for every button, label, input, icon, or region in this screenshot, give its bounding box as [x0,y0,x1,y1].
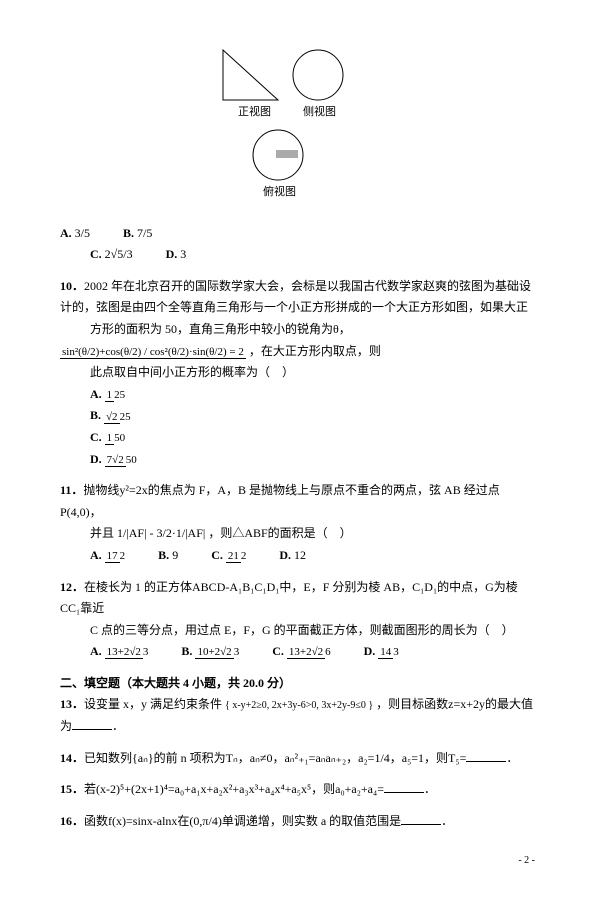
q14: 14．已知数列{aₙ}的前 n 项积为Tₙ，aₙ≠0，aₙ²₊₁=aₙaₙ₊₂，… [60,748,535,770]
q13: 13．设变量 x，y 满足约束条件 { x-y+2≥0, 2x+3y-6>0, … [60,694,535,737]
q10-formula: sin²(θ/2)+cos(θ/2) / cos²(θ/2)·sin(θ/2) … [60,346,246,358]
section2-heading: 二、填空题（本大题共 4 小题，共 20.0 分） [60,673,535,695]
q12-opt-d: D. 143 [364,641,399,663]
q10-text: 2002 年在北京召开的国际数学家大会，会标是以我国古代数学家赵爽的弦图为基础设… [60,279,531,315]
q12-opt-b: B. 10+2√23 [181,641,239,663]
q11-opt-c: C. 212 [211,545,246,567]
svg-text:正视图: 正视图 [238,104,271,118]
q11-text: 抛物线y²=2x的焦点为 F，A，B 是抛物线上与原点不重合的两点，弦 AB 经… [60,483,500,519]
q10-text2: 方形的面积为 50，直角三角形中较小的锐角为θ， [90,322,351,336]
q9-options: A. 3/5 B. 7/5 C. 2√5/3 D. 3 [60,223,535,266]
q9-opt-c: C. 2√5/3 [90,244,133,266]
q12-text2: C 点的三等分点，用过点 E，F，G 的平面截正方体，则截面图形的周长为（ ） [90,623,514,637]
q11-opt-b: B. 9 [158,545,178,567]
q10-opt-c: C. 150 [90,427,535,449]
q12-opt-c: C. 13+2√26 [272,641,330,663]
q12-opt-a: A. 13+2√23 [90,641,148,663]
q10-opt-a: A. 125 [90,384,535,406]
svg-text:俯视图: 俯视图 [263,184,296,198]
q11-text2: 并且 [90,526,114,540]
q10-opt-b: B. √225 [90,405,535,427]
q16: 16．函数f(x)=sinx-alnx在(0,π/4)单调递增，则实数 a 的取… [60,811,535,833]
q15-blank [384,792,424,793]
q14-text: 已知数列{aₙ}的前 n 项积为Tₙ，aₙ≠0，aₙ²₊₁=aₙaₙ₊₂，a₂=… [84,751,466,765]
orthographic-views-figure: 正视图 侧视图 俯视图 [60,40,535,208]
q15: 15．若(x-2)⁵+(2x+1)⁴=a₀+a₁x+a₂x²+a₃x³+a₄x⁴… [60,779,535,801]
q10: 10．2002 年在北京召开的国际数学家大会，会标是以我国古代数学家赵爽的弦图为… [60,276,535,470]
q10-text3: ，在大正方形内取点，则 [249,344,381,358]
views-svg: 正视图 侧视图 俯视图 [208,40,388,200]
q13-cond: { x-y+2≥0, 2x+3y-6>0, 3x+2y-9≤0 } [225,700,373,711]
q11: 11．抛物线y²=2x的焦点为 F，A，B 是抛物线上与原点不重合的两点，弦 A… [60,480,535,566]
page-number: - 2 - [60,852,535,870]
q15-text: 若(x-2)⁵+(2x+1)⁴=a₀+a₁x+a₂x²+a₃x³+a₄x⁴+a₅… [84,782,384,796]
q9-opt-a: A. 3/5 [60,223,90,245]
q11-formula: 1/|AF| - 3/2·1/|AF| [117,526,205,540]
q11-text3: ，则△ABF的面积是（ ） [208,526,351,540]
q9-opt-b: B. 7/5 [123,223,152,245]
q10-text4: 此点取自中间小正方形的概率为（ ） [90,365,294,379]
q13-blank [72,729,112,730]
q14-blank [466,761,506,762]
q12: 12．在棱长为 1 的正方体ABCD-A₁B₁C₁D₁中，E，F 分别为棱 AB… [60,577,535,663]
q11-opt-a: A. 172 [90,545,125,567]
q9-opt-d: D. 3 [166,244,187,266]
q16-blank [401,824,441,825]
q11-opt-d: D. 12 [279,545,306,567]
q16-text: 函数f(x)=sinx-alnx在(0,π/4)单调递增，则实数 a 的取值范围… [84,814,401,828]
q10-opt-d: D. 7√250 [90,449,535,471]
q12-text: 在棱长为 1 的正方体ABCD-A₁B₁C₁D₁中，E，F 分别为棱 AB，C₁… [60,580,518,616]
q13-text: 设变量 x，y 满足约束条件 [84,697,222,711]
svg-text:侧视图: 侧视图 [303,104,336,118]
